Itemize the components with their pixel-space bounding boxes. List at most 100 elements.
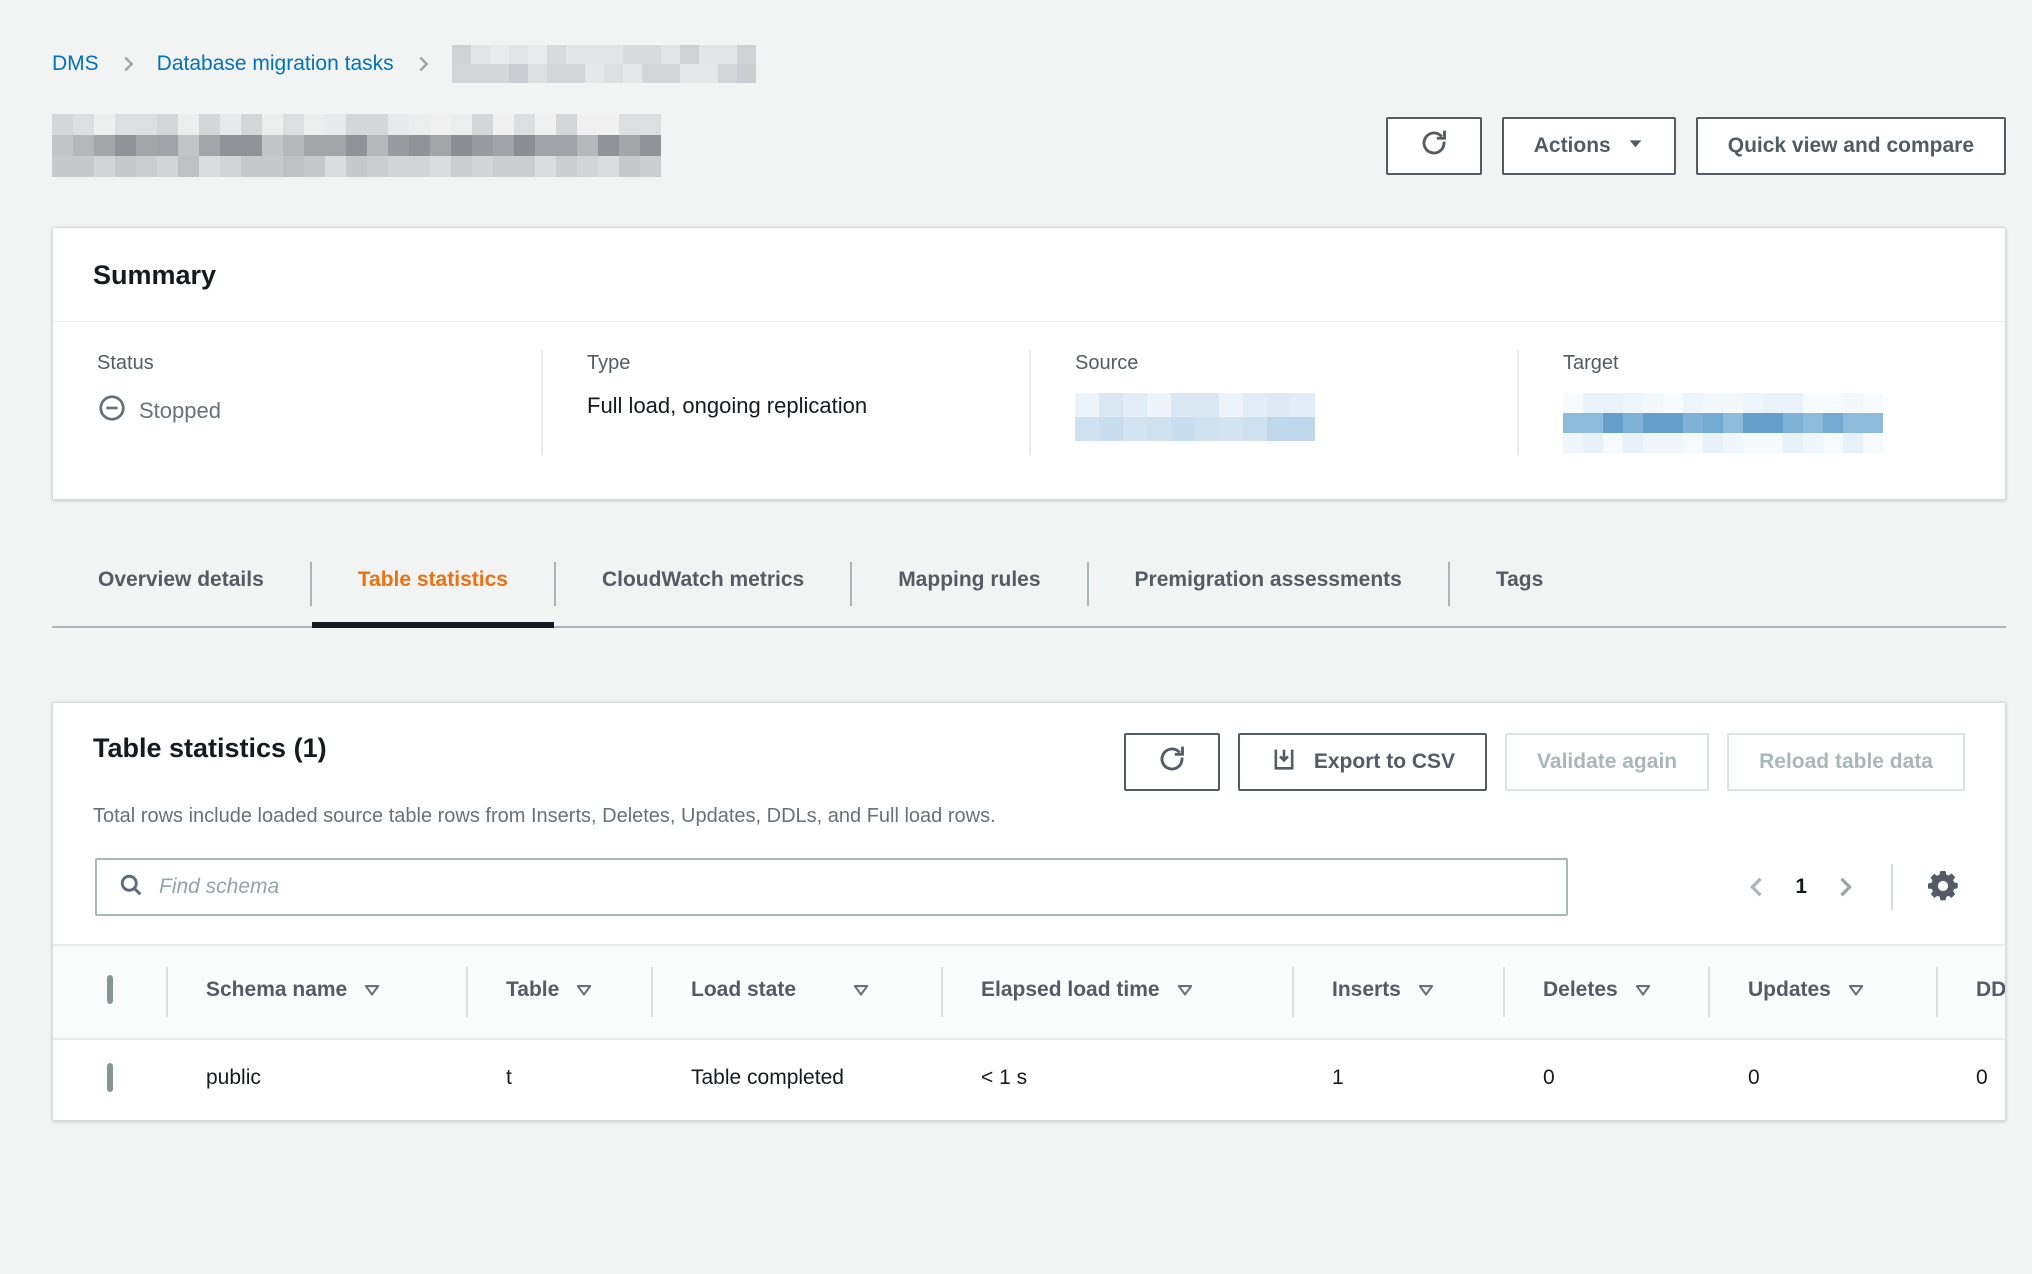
search-input[interactable] bbox=[159, 860, 1566, 914]
summary-field-source: Source bbox=[1029, 350, 1517, 455]
preferences-button[interactable] bbox=[1925, 868, 1961, 907]
table-controls: 1 bbox=[95, 858, 1961, 916]
current-page-number: 1 bbox=[1795, 875, 1807, 898]
table-statistics-table: Schema name Table Load state Elapse bbox=[53, 944, 2005, 1120]
type-value: Full load, ongoing replication bbox=[587, 393, 868, 418]
tab-divider bbox=[309, 562, 312, 606]
pagination-divider bbox=[1891, 864, 1893, 910]
tab-divider bbox=[850, 562, 853, 606]
column-header-deletes[interactable]: Deletes bbox=[1503, 944, 1708, 1040]
page-title-redacted bbox=[52, 114, 661, 177]
tab-divider bbox=[1086, 562, 1089, 606]
tab-mapping-rules[interactable]: Mapping rules bbox=[898, 568, 1041, 591]
tab-divider bbox=[553, 562, 556, 606]
breadcrumb-current-redacted bbox=[451, 45, 756, 83]
dms-task-page: DMS Database migration tasks Actions bbox=[0, 0, 2032, 1121]
table-statistics-card: Table statistics (1) Export to bbox=[52, 702, 2006, 1121]
cell-deletes: 0 bbox=[1503, 1039, 1708, 1120]
stopped-icon bbox=[97, 393, 127, 429]
breadcrumb: DMS Database migration tasks bbox=[52, 44, 2006, 84]
source-value-redacted bbox=[1075, 393, 1473, 441]
column-header-load-state[interactable]: Load state bbox=[651, 944, 941, 1040]
refresh-icon bbox=[1157, 744, 1187, 780]
column-header-schema-name[interactable]: Schema name bbox=[166, 944, 466, 1040]
breadcrumb-link-dms[interactable]: DMS bbox=[52, 52, 99, 75]
summary-card-header: Summary bbox=[53, 228, 2005, 322]
table-scroll-area: Schema name Table Load state Elapse bbox=[53, 944, 2005, 1120]
page-header: Actions Quick view and compare bbox=[52, 114, 2006, 177]
actions-menu-button[interactable]: Actions bbox=[1501, 116, 1676, 175]
row-select-cell bbox=[53, 1039, 166, 1120]
caret-down-icon bbox=[1627, 134, 1644, 158]
reload-table-data-button[interactable]: Reload table data bbox=[1727, 733, 1965, 791]
quick-view-compare-label: Quick view and compare bbox=[1727, 133, 1974, 157]
chevron-right-icon bbox=[117, 53, 139, 75]
column-header-updates[interactable]: Updates bbox=[1708, 944, 1936, 1040]
source-label: Source bbox=[1075, 352, 1139, 374]
summary-title: Summary bbox=[93, 260, 217, 290]
select-all-checkbox[interactable] bbox=[106, 975, 113, 1004]
summary-field-target: Target bbox=[1517, 350, 2005, 455]
quick-view-compare-button[interactable]: Quick view and compare bbox=[1695, 116, 2006, 175]
previous-page-button[interactable] bbox=[1743, 873, 1771, 901]
cell-elapsed-load-time: < 1 s bbox=[941, 1039, 1292, 1120]
breadcrumb-link-tasks[interactable]: Database migration tasks bbox=[156, 52, 394, 75]
select-all-header bbox=[53, 944, 166, 1040]
column-header-inserts[interactable]: Inserts bbox=[1292, 944, 1503, 1040]
column-header-table[interactable]: Table bbox=[466, 944, 651, 1040]
sort-icon bbox=[1634, 981, 1652, 999]
summary-field-status: Status Stopped bbox=[53, 350, 541, 455]
cell-table: t bbox=[466, 1039, 651, 1120]
export-to-csv-label: Export to CSV bbox=[1313, 750, 1456, 773]
cell-inserts: 1 bbox=[1292, 1039, 1503, 1120]
actions-menu-label: Actions bbox=[1533, 133, 1611, 157]
validate-again-label: Validate again bbox=[1537, 750, 1678, 773]
page-actions: Actions Quick view and compare bbox=[1385, 116, 2006, 175]
table-refresh-button[interactable] bbox=[1123, 733, 1220, 791]
row-checkbox[interactable] bbox=[106, 1063, 113, 1092]
table-card-header: Table statistics (1) Export to bbox=[53, 703, 2005, 791]
column-header-ddls[interactable]: DDLs bbox=[1936, 944, 2005, 1040]
refresh-icon bbox=[1419, 128, 1449, 164]
chevron-right-icon bbox=[412, 53, 434, 75]
tab-cloudwatch-metrics[interactable]: CloudWatch metrics bbox=[601, 568, 805, 591]
summary-card: Summary Status Stopped Type Full load, o… bbox=[52, 227, 2006, 500]
tab-divider bbox=[1447, 562, 1450, 606]
validate-again-button[interactable]: Validate again bbox=[1505, 733, 1710, 791]
type-label: Type bbox=[587, 352, 631, 374]
sort-icon bbox=[1417, 981, 1435, 999]
cell-load-state: Table completed bbox=[651, 1039, 941, 1120]
sort-icon bbox=[1847, 981, 1865, 999]
refresh-button[interactable] bbox=[1385, 116, 1482, 175]
export-to-csv-button[interactable]: Export to CSV bbox=[1237, 733, 1488, 791]
tab-premigration-assessments[interactable]: Premigration assessments bbox=[1134, 568, 1402, 591]
cell-updates: 0 bbox=[1708, 1039, 1936, 1120]
sort-icon bbox=[852, 981, 870, 999]
pagination: 1 bbox=[1743, 864, 1961, 910]
sort-icon bbox=[363, 981, 381, 999]
search-icon bbox=[117, 871, 145, 904]
schema-search bbox=[95, 858, 1568, 916]
table-statistics-title: Table statistics (1) bbox=[93, 733, 327, 763]
column-header-elapsed-load-time[interactable]: Elapsed load time bbox=[941, 944, 1292, 1040]
tab-bar: Overview details Table statistics CloudW… bbox=[52, 560, 2006, 628]
summary-body: Status Stopped Type Full load, ongoing r… bbox=[53, 322, 2005, 499]
next-page-button[interactable] bbox=[1831, 873, 1859, 901]
status-label: Status bbox=[97, 352, 154, 374]
reload-table-data-label: Reload table data bbox=[1759, 750, 1933, 773]
tab-table-statistics[interactable]: Table statistics bbox=[311, 560, 555, 628]
sort-icon bbox=[1176, 981, 1194, 999]
gear-icon bbox=[1925, 868, 1961, 907]
table-row: public t Table completed < 1 s 1 0 0 0 bbox=[53, 1039, 2005, 1120]
tab-tags[interactable]: Tags bbox=[1495, 568, 1544, 591]
target-value-redacted bbox=[1563, 393, 1961, 453]
sort-icon bbox=[575, 981, 593, 999]
status-text: Stopped bbox=[139, 398, 221, 423]
table-card-description: Total rows include loaded source table r… bbox=[93, 805, 996, 827]
table-card-actions: Export to CSV Validate again Reload tabl… bbox=[1123, 733, 1965, 791]
target-label: Target bbox=[1563, 352, 1619, 374]
download-icon bbox=[1270, 745, 1298, 779]
table-header-row: Schema name Table Load state Elapse bbox=[53, 944, 2005, 1040]
summary-field-type: Type Full load, ongoing replication bbox=[541, 350, 1029, 455]
tab-overview-details[interactable]: Overview details bbox=[98, 568, 264, 591]
